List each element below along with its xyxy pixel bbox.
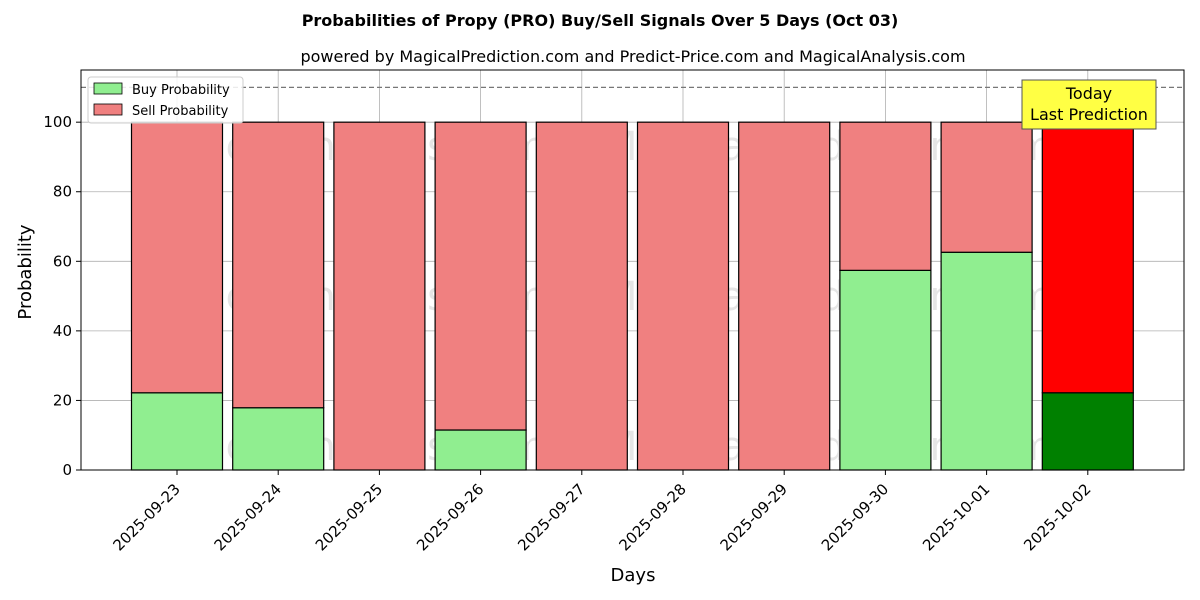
today-annotation-line1: Today	[1065, 84, 1112, 103]
legend-swatch-buy	[93, 82, 123, 95]
bar-buy	[434, 429, 527, 471]
bar-sell	[535, 121, 628, 471]
bar-sell	[738, 121, 831, 471]
y-tick-label: 60	[53, 252, 72, 270]
plot-area: MagicalAnalysis.comMagicalPrediction.com…	[43, 69, 1185, 554]
bar-sell	[333, 121, 426, 471]
bar-buy	[130, 392, 224, 471]
legend-label-sell: Sell Probability	[132, 104, 229, 119]
today-annotation-line2: Last Prediction	[1030, 105, 1148, 124]
x-tick-label: 2025-09-29	[717, 480, 791, 554]
legend: Buy Probability Sell Probability	[87, 76, 244, 124]
legend-label-buy: Buy Probability	[132, 83, 230, 98]
x-tick-label: 2025-09-27	[514, 480, 588, 554]
chart-subtitle: powered by MagicalPrediction.com and Pre…	[300, 47, 965, 66]
plot-frame	[80, 69, 1185, 471]
y-tick-label: 40	[53, 322, 72, 340]
today-annotation-box	[1021, 79, 1157, 130]
y-axis-label: Probability	[15, 224, 36, 319]
x-tick-label: 2025-09-28	[615, 480, 689, 554]
bar-sell	[434, 121, 527, 431]
x-axis-label: Days	[611, 565, 656, 586]
chart-title: Probabilities of Propy (PRO) Buy/Sell Si…	[302, 11, 899, 30]
bar-sell	[636, 121, 730, 471]
x-tick-label: 2025-09-24	[211, 480, 285, 554]
bar-sell	[130, 121, 224, 394]
bar-buy	[940, 251, 1033, 471]
legend-swatch-sell	[93, 103, 123, 116]
y-tick-label: 100	[43, 113, 72, 131]
x-tick-label: 2025-10-02	[1020, 480, 1094, 554]
x-tick-label: 2025-09-26	[413, 480, 487, 554]
bar-sell	[940, 121, 1033, 253]
x-tick-label: 2025-10-01	[919, 480, 993, 554]
today-annotation: Today Last Prediction	[1021, 79, 1157, 130]
y-tick-label: 20	[53, 391, 72, 409]
bar-sell	[232, 121, 325, 409]
y-tick-label: 0	[62, 461, 72, 479]
bar-buy	[839, 269, 932, 471]
bar-sell	[1041, 121, 1134, 394]
bar-buy	[232, 407, 325, 471]
x-tick-label: 2025-09-23	[109, 480, 183, 554]
bar-sell	[839, 121, 932, 271]
bar-buy	[1041, 392, 1134, 471]
y-tick-label: 80	[53, 183, 72, 201]
x-tick-label: 2025-09-30	[818, 480, 892, 554]
x-tick-label: 2025-09-25	[312, 480, 386, 554]
legend-frame	[87, 76, 244, 124]
